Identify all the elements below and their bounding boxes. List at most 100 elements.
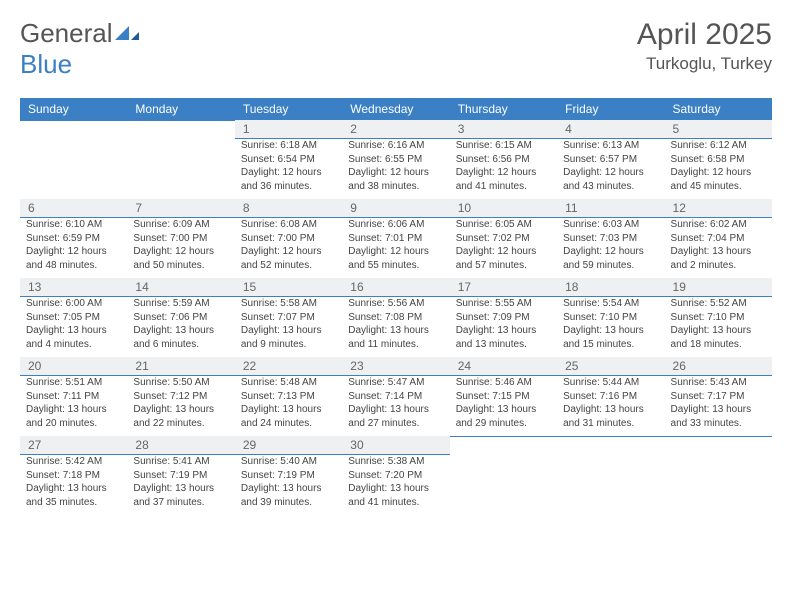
day-number-cell: 17 (450, 278, 557, 296)
day-detail-cell: Sunrise: 5:47 AMSunset: 7:14 PMDaylight:… (342, 375, 449, 436)
day-detail-cell: Sunrise: 5:48 AMSunset: 7:13 PMDaylight:… (235, 375, 342, 436)
day-detail-cell: Sunrise: 6:05 AMSunset: 7:02 PMDaylight:… (450, 217, 557, 278)
daylight-line: Daylight: 12 hours and 48 minutes. (26, 245, 121, 272)
logo: GeneralBlue (20, 18, 139, 80)
day-detail-cell: Sunrise: 5:56 AMSunset: 7:08 PMDaylight:… (342, 296, 449, 357)
day-detail-cell: Sunrise: 5:59 AMSunset: 7:06 PMDaylight:… (127, 296, 234, 357)
sunset-line: Sunset: 6:58 PM (671, 153, 766, 167)
daylight-line: Daylight: 13 hours and 41 minutes. (348, 482, 443, 509)
day-detail-cell: Sunrise: 5:54 AMSunset: 7:10 PMDaylight:… (557, 296, 664, 357)
dow-header: Tuesday (235, 98, 342, 120)
sunset-line: Sunset: 7:04 PM (671, 232, 766, 246)
daylight-line: Daylight: 13 hours and 35 minutes. (26, 482, 121, 509)
daylight-line: Daylight: 12 hours and 41 minutes. (456, 166, 551, 193)
daylight-line: Daylight: 13 hours and 9 minutes. (241, 324, 336, 351)
sunrise-line: Sunrise: 5:38 AM (348, 455, 443, 469)
daylight-line: Daylight: 13 hours and 20 minutes. (26, 403, 121, 430)
sunrise-line: Sunrise: 6:03 AM (563, 218, 658, 232)
day-number-cell (127, 120, 234, 138)
week-row: Sunrise: 5:51 AMSunset: 7:11 PMDaylight:… (20, 375, 772, 436)
day-number-cell: 8 (235, 199, 342, 217)
dow-header: Monday (127, 98, 234, 120)
logo-sail-icon (115, 18, 139, 49)
sunrise-line: Sunrise: 6:16 AM (348, 139, 443, 153)
location-label: Turkoglu, Turkey (637, 54, 772, 74)
daylight-line: Daylight: 13 hours and 29 minutes. (456, 403, 551, 430)
daylight-line: Daylight: 13 hours and 18 minutes. (671, 324, 766, 351)
day-number-cell: 3 (450, 120, 557, 138)
day-detail-cell: Sunrise: 5:51 AMSunset: 7:11 PMDaylight:… (20, 375, 127, 436)
day-detail-cell: Sunrise: 6:06 AMSunset: 7:01 PMDaylight:… (342, 217, 449, 278)
sunset-line: Sunset: 6:59 PM (26, 232, 121, 246)
day-detail-cell: Sunrise: 6:08 AMSunset: 7:00 PMDaylight:… (235, 217, 342, 278)
daylight-line: Daylight: 13 hours and 31 minutes. (563, 403, 658, 430)
sunrise-line: Sunrise: 6:15 AM (456, 139, 551, 153)
sunrise-line: Sunrise: 5:42 AM (26, 455, 121, 469)
sunrise-line: Sunrise: 5:47 AM (348, 376, 443, 390)
daylight-line: Daylight: 13 hours and 27 minutes. (348, 403, 443, 430)
day-number-cell: 27 (20, 436, 127, 454)
sunrise-line: Sunrise: 6:09 AM (133, 218, 228, 232)
day-number-cell: 2 (342, 120, 449, 138)
sunset-line: Sunset: 7:07 PM (241, 311, 336, 325)
day-number-cell: 6 (20, 199, 127, 217)
daylight-line: Daylight: 12 hours and 45 minutes. (671, 166, 766, 193)
day-detail-cell (557, 454, 664, 515)
sunset-line: Sunset: 7:18 PM (26, 469, 121, 483)
day-detail-cell (127, 138, 234, 199)
daynum-row: 20212223242526 (20, 357, 772, 375)
sunrise-line: Sunrise: 5:56 AM (348, 297, 443, 311)
daylight-line: Daylight: 13 hours and 4 minutes. (26, 324, 121, 351)
day-number-cell: 9 (342, 199, 449, 217)
sunrise-line: Sunrise: 6:12 AM (671, 139, 766, 153)
sunrise-line: Sunrise: 5:46 AM (456, 376, 551, 390)
week-row: Sunrise: 6:00 AMSunset: 7:05 PMDaylight:… (20, 296, 772, 357)
day-detail-cell: Sunrise: 6:18 AMSunset: 6:54 PMDaylight:… (235, 138, 342, 199)
daylight-line: Daylight: 12 hours and 36 minutes. (241, 166, 336, 193)
day-detail-cell: Sunrise: 6:00 AMSunset: 7:05 PMDaylight:… (20, 296, 127, 357)
sunset-line: Sunset: 7:11 PM (26, 390, 121, 404)
sunrise-line: Sunrise: 6:05 AM (456, 218, 551, 232)
dow-header: Thursday (450, 98, 557, 120)
day-number-cell: 22 (235, 357, 342, 375)
daylight-line: Daylight: 12 hours and 43 minutes. (563, 166, 658, 193)
sunrise-line: Sunrise: 6:10 AM (26, 218, 121, 232)
day-number-cell: 7 (127, 199, 234, 217)
sunrise-line: Sunrise: 5:48 AM (241, 376, 336, 390)
day-detail-cell: Sunrise: 5:40 AMSunset: 7:19 PMDaylight:… (235, 454, 342, 515)
day-detail-cell: Sunrise: 6:12 AMSunset: 6:58 PMDaylight:… (665, 138, 772, 199)
daylight-line: Daylight: 13 hours and 22 minutes. (133, 403, 228, 430)
day-number-cell: 15 (235, 278, 342, 296)
daylight-line: Daylight: 13 hours and 13 minutes. (456, 324, 551, 351)
day-detail-cell: Sunrise: 5:41 AMSunset: 7:19 PMDaylight:… (127, 454, 234, 515)
sunset-line: Sunset: 7:20 PM (348, 469, 443, 483)
sunset-line: Sunset: 7:13 PM (241, 390, 336, 404)
sunrise-line: Sunrise: 5:50 AM (133, 376, 228, 390)
daynum-row: 12345 (20, 120, 772, 138)
day-detail-cell (450, 454, 557, 515)
week-row: Sunrise: 5:42 AMSunset: 7:18 PMDaylight:… (20, 454, 772, 515)
sunset-line: Sunset: 7:08 PM (348, 311, 443, 325)
sunset-line: Sunset: 7:00 PM (133, 232, 228, 246)
day-detail-cell: Sunrise: 5:58 AMSunset: 7:07 PMDaylight:… (235, 296, 342, 357)
sunrise-line: Sunrise: 6:08 AM (241, 218, 336, 232)
day-number-cell: 25 (557, 357, 664, 375)
day-number-cell: 20 (20, 357, 127, 375)
day-detail-cell: Sunrise: 5:55 AMSunset: 7:09 PMDaylight:… (450, 296, 557, 357)
sunrise-line: Sunrise: 5:51 AM (26, 376, 121, 390)
daylight-line: Daylight: 13 hours and 11 minutes. (348, 324, 443, 351)
day-number-cell: 14 (127, 278, 234, 296)
week-row: Sunrise: 6:10 AMSunset: 6:59 PMDaylight:… (20, 217, 772, 278)
daylight-line: Daylight: 12 hours and 52 minutes. (241, 245, 336, 272)
daylight-line: Daylight: 12 hours and 59 minutes. (563, 245, 658, 272)
day-number-cell: 23 (342, 357, 449, 375)
sunrise-line: Sunrise: 5:52 AM (671, 297, 766, 311)
day-detail-cell: Sunrise: 6:13 AMSunset: 6:57 PMDaylight:… (557, 138, 664, 199)
day-detail-cell: Sunrise: 5:43 AMSunset: 7:17 PMDaylight:… (665, 375, 772, 436)
day-number-cell: 5 (665, 120, 772, 138)
day-detail-cell: Sunrise: 5:44 AMSunset: 7:16 PMDaylight:… (557, 375, 664, 436)
daylight-line: Daylight: 13 hours and 6 minutes. (133, 324, 228, 351)
daylight-line: Daylight: 13 hours and 33 minutes. (671, 403, 766, 430)
day-number-cell: 11 (557, 199, 664, 217)
sunrise-line: Sunrise: 5:40 AM (241, 455, 336, 469)
